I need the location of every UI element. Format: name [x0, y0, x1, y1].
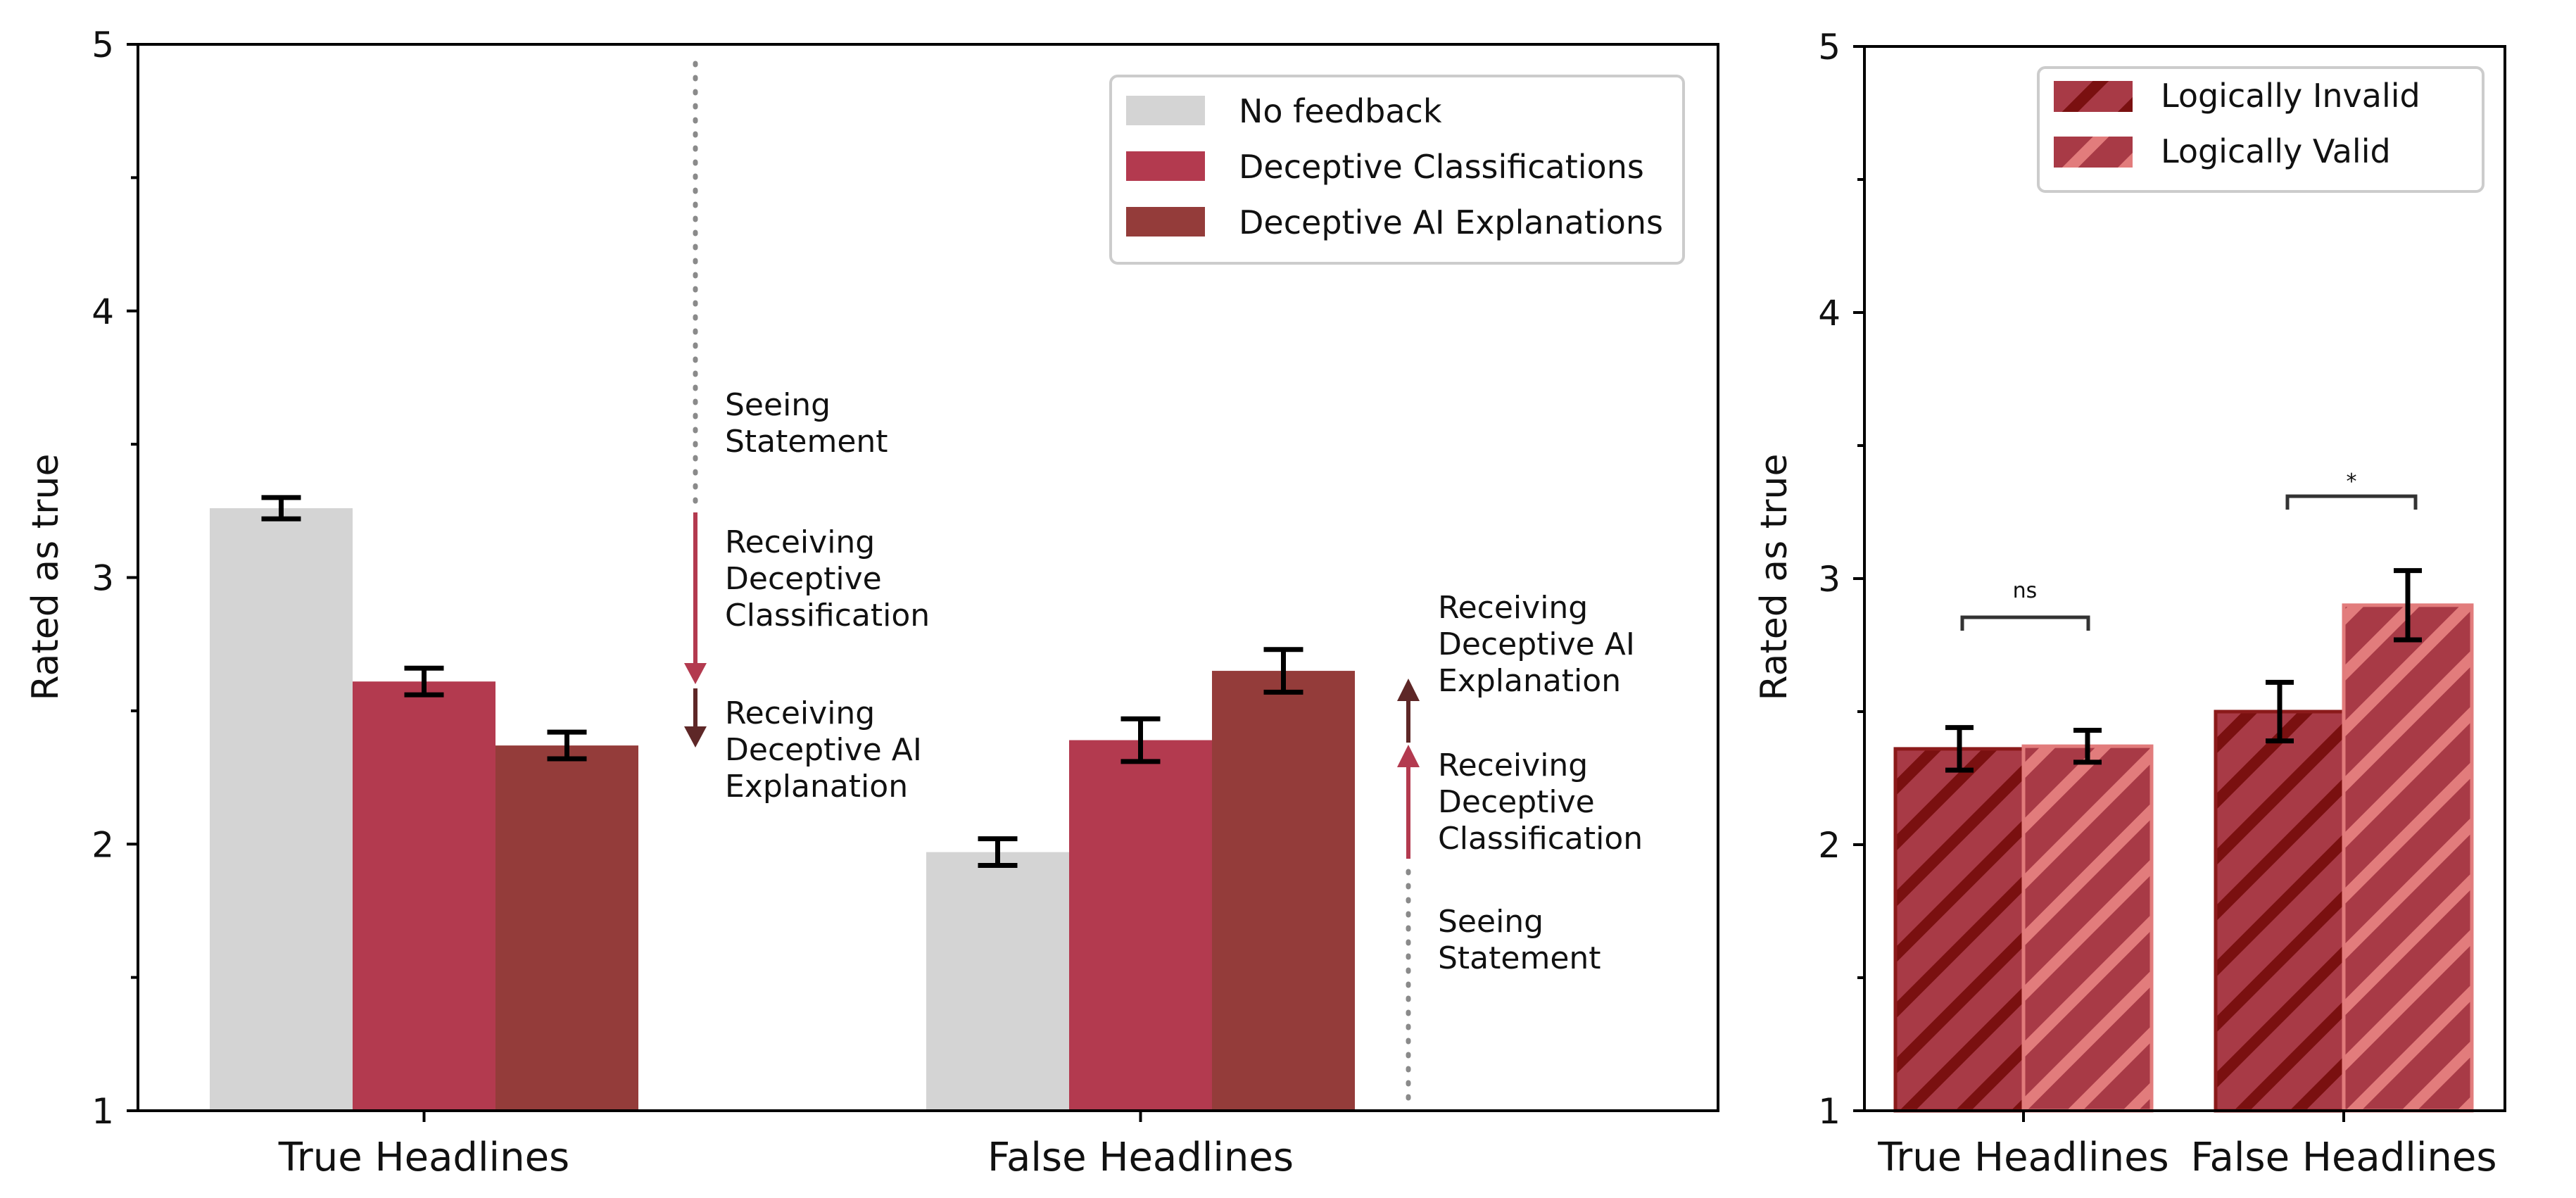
legend-swatch-logically-invalid [2054, 81, 2133, 112]
true-classification-label: Receiving Deceptive Classification [725, 524, 930, 633]
error-bar-false-headlines-no-feedback [978, 836, 1018, 869]
annot-line: Deceptive [725, 561, 882, 597]
bar-true-headlines-deceptive-ai-explanations [495, 745, 638, 1111]
annot-line: Seeing [725, 387, 831, 423]
annot-line: Statement [725, 424, 888, 460]
true-explanation-arrow-head [684, 726, 707, 748]
x-tick-label-true-headlines: True Headlines [1877, 1135, 2168, 1180]
false-classification-label: Receiving Deceptive Classification [1438, 748, 1643, 857]
y-tick-label: 4 [1818, 293, 1841, 334]
annot-line: Deceptive [1438, 784, 1595, 820]
y-tick-label: 1 [91, 1091, 114, 1132]
y-tick-label: 3 [1818, 559, 1841, 600]
left-error-bar-group [261, 495, 1303, 869]
left-chart-panel: Seeing Statement Receiving Deceptive Cla… [25, 25, 1719, 1180]
y-tick-label: 2 [91, 824, 114, 865]
bar-false-headlines-deceptive-ai-explanations [1212, 671, 1355, 1111]
x-tick-label-false-headlines: False Headlines [987, 1135, 1294, 1180]
annot-line: Seeing [1438, 904, 1543, 940]
false-explanation-label: Receiving Deceptive AI Explanation [1438, 590, 1645, 699]
annot-line: Receiving [725, 524, 875, 560]
y-tick-label: 4 [91, 291, 114, 332]
legend-label-deceptive-classifications: Deceptive Classifications [1239, 148, 1644, 186]
legend-label-logically-invalid: Logically Invalid [2161, 77, 2420, 115]
false-seeing-label: Seeing Statement [1438, 904, 1601, 976]
bar-false-headlines-deceptive-classifications [1069, 740, 1212, 1111]
left-x-axis: True Headlines False Headlines [278, 1111, 1294, 1180]
left-y-axis: 1 2 3 4 5 [91, 25, 138, 1132]
annot-line: Deceptive AI [1438, 626, 1635, 662]
significance-bracket-false [2285, 494, 2418, 510]
left-legend: No feedback Deceptive Classifications De… [1109, 75, 1685, 265]
error-bar-true-headlines-logically-valid [2073, 727, 2102, 765]
y-tick-label: 5 [91, 25, 114, 65]
y-tick-label: 3 [91, 558, 114, 599]
y-tick-label: 2 [1818, 825, 1841, 866]
right-legend: Logically Invalid Logically Valid [2037, 66, 2485, 193]
error-bar-false-headlines-deceptive-ai-explanations [1263, 647, 1303, 695]
annot-line: Statement [1438, 940, 1601, 976]
x-tick-label-true-headlines: True Headlines [278, 1135, 569, 1180]
bar-true-headlines-deceptive-classifications [353, 681, 495, 1111]
right-y-axis-title: Rated as true [1753, 454, 1795, 701]
legend-label-no-feedback: No feedback [1239, 92, 1442, 130]
left-bar-group [210, 508, 1355, 1111]
false-explanation-arrow-head [1397, 679, 1420, 701]
annot-line: Deceptive AI [725, 732, 922, 768]
right-x-axis: True Headlines False Headlines [1877, 1111, 2497, 1180]
error-bar-true-headlines-deceptive-classifications [404, 665, 444, 698]
legend-label-logically-valid: Logically Valid [2161, 132, 2391, 170]
annot-line: Receiving [725, 695, 875, 731]
annot-line: Classification [725, 598, 930, 633]
bar-true-headlines-logically-invalid [1893, 747, 2026, 1113]
annot-line: Receiving [1438, 590, 1588, 626]
false-side-annotation: Receiving Deceptive AI Explanation Recei… [1397, 590, 1645, 1114]
error-bar-false-headlines-logically-valid [2394, 568, 2422, 643]
significance-label-true: ns [2013, 579, 2038, 603]
annot-line: Explanation [1438, 663, 1621, 699]
significance-bracket-true [1960, 615, 2090, 631]
y-tick-label: 5 [1818, 27, 1841, 68]
true-side-annotation: Seeing Statement Receiving Deceptive Cla… [684, 61, 932, 805]
error-bar-false-headlines-logically-invalid [2266, 679, 2294, 744]
error-bar-false-headlines-deceptive-classifications [1120, 716, 1161, 764]
right-legend-box [2037, 66, 2485, 193]
legend-swatch-deceptive-classifications [1126, 151, 1205, 181]
bar-true-headlines-logically-valid [2021, 744, 2154, 1113]
false-classification-arrow-head [1397, 745, 1420, 767]
true-explanation-label: Receiving Deceptive AI Explanation [725, 695, 932, 805]
significance-brackets: ns * [1960, 469, 2418, 631]
significance-label-false: * [2347, 469, 2357, 494]
annot-line: Explanation [725, 769, 908, 805]
y-tick-label: 1 [1818, 1091, 1841, 1132]
bar-false-headlines-no-feedback [926, 852, 1069, 1111]
true-seeing-label: Seeing Statement [725, 387, 888, 460]
legend-swatch-logically-valid [2054, 137, 2133, 168]
annot-line: Receiving [1438, 748, 1588, 783]
right-bar-group [1893, 603, 2474, 1113]
legend-label-deceptive-ai-explanations: Deceptive AI Explanations [1239, 203, 1663, 241]
annot-line: Classification [1438, 821, 1643, 857]
error-bar-true-headlines-logically-invalid [1945, 725, 1974, 773]
true-classification-arrow-head [684, 663, 707, 684]
bar-false-headlines-logically-valid [2342, 603, 2474, 1113]
legend-swatch-no-feedback [1126, 96, 1205, 125]
right-error-bar-group [1945, 568, 2422, 773]
x-tick-label-false-headlines: False Headlines [2190, 1135, 2496, 1180]
right-chart-panel: ns * 1 2 3 4 5 True Headlines False Headlines… [1753, 27, 2506, 1180]
bar-true-headlines-no-feedback [210, 508, 353, 1111]
left-legend-box [1109, 75, 1685, 265]
legend-swatch-deceptive-ai-explanations [1126, 207, 1205, 237]
left-y-axis-title: Rated as true [25, 454, 67, 701]
right-y-axis: 1 2 3 4 5 [1818, 27, 1864, 1132]
error-bar-true-headlines-deceptive-ai-explanations [547, 729, 587, 762]
bar-false-headlines-logically-invalid [2214, 710, 2346, 1113]
error-bar-true-headlines-no-feedback [261, 495, 301, 522]
